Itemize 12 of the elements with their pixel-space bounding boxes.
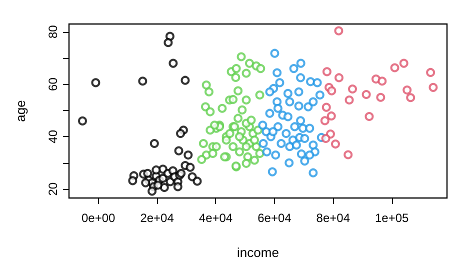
x-tick-label: 0e+00 xyxy=(81,211,116,225)
y-tick-label: 40 xyxy=(46,130,60,144)
y-tick-label: 20 xyxy=(46,182,60,196)
x-tick-label: 6e+04 xyxy=(258,211,292,225)
y-axis-title: age xyxy=(13,100,28,122)
x-tick-label: 2e+04 xyxy=(140,211,174,225)
x-axis-title: income xyxy=(237,245,279,260)
x-tick-label: 8e+04 xyxy=(316,211,350,225)
y-tick-label: 60 xyxy=(46,77,60,91)
x-tick-label: 1e+05 xyxy=(374,211,410,225)
y-tick-label: 80 xyxy=(46,24,60,39)
x-tick-label: 4e+04 xyxy=(198,211,233,225)
